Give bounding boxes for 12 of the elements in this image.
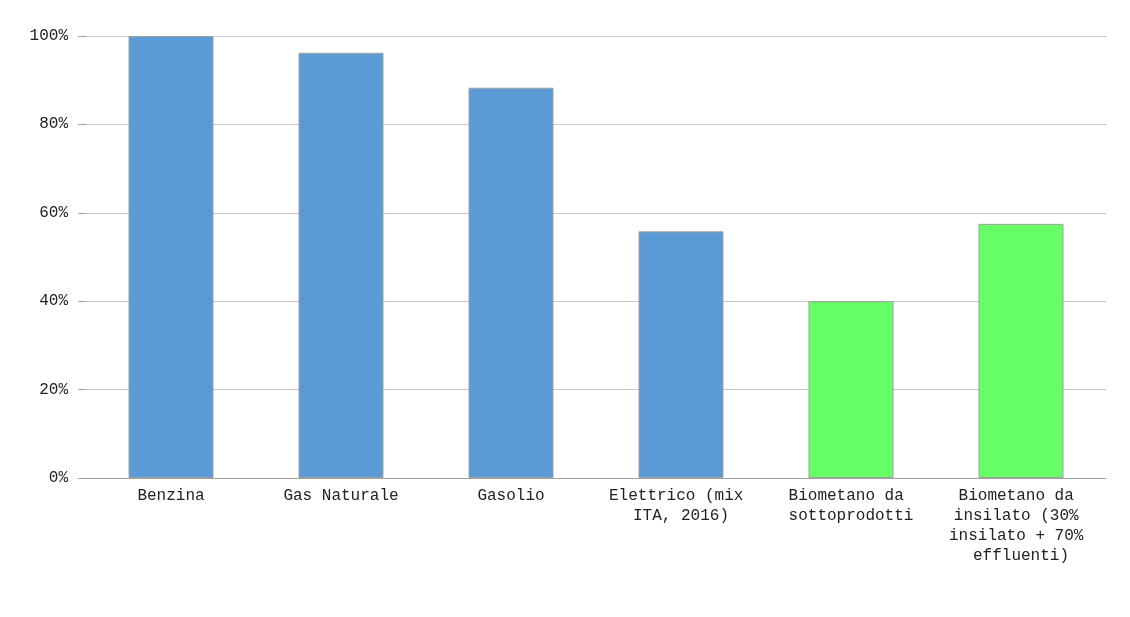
y-tick-label: 40%: [39, 292, 69, 311]
x-tick-label: Biometano da insilato (30% insilato + 70% effluenti): [948, 487, 1094, 565]
y-tick-label: 20%: [39, 380, 69, 399]
x-tick-label: Biometano da sottoprodotti: [788, 487, 914, 525]
x-tick-label: Elettrico (mix ITA, 2016): [608, 487, 754, 525]
x-tick-label: Gasolio: [477, 487, 545, 505]
y-tick-label: 100%: [29, 27, 69, 45]
y-tick-label: 0%: [48, 469, 69, 487]
x-tick-label: Benzina: [137, 487, 205, 505]
y-tick-label: 60%: [39, 203, 69, 222]
y-tick-label: 80%: [39, 115, 69, 134]
x-tick-label: Gas Naturale: [283, 487, 399, 505]
